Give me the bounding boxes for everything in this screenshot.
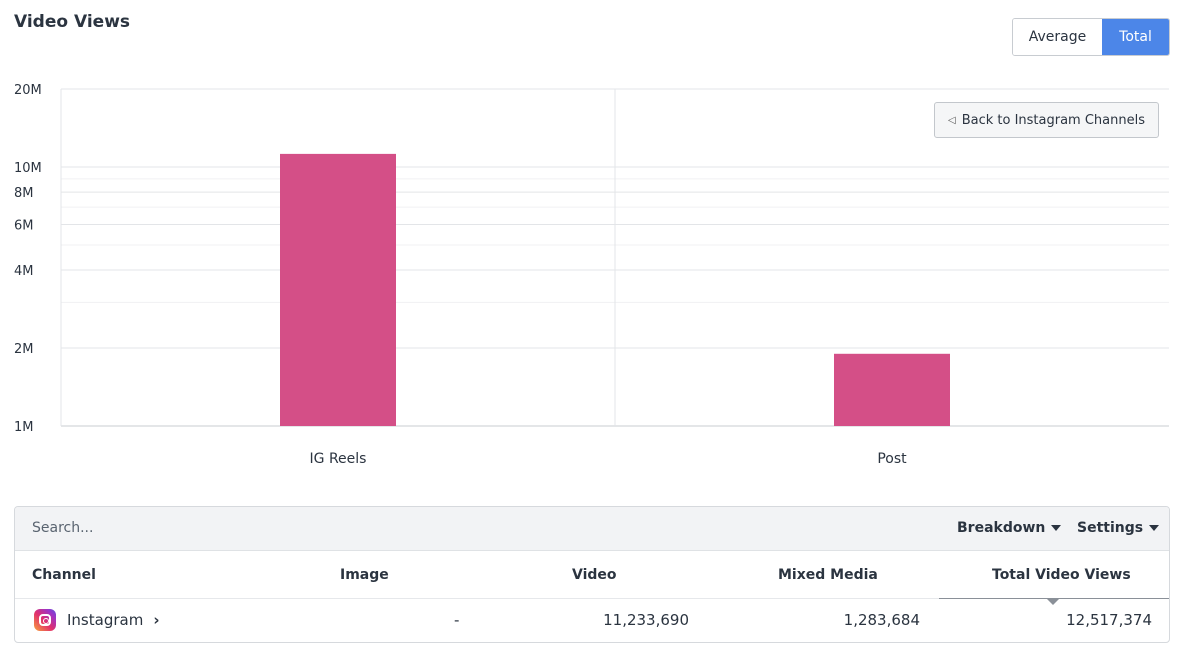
- y-tick-label: 20M: [14, 83, 42, 98]
- column-header-image[interactable]: Image: [340, 567, 389, 583]
- y-tick-label: 4M: [14, 264, 34, 279]
- back-button-label: Back to Instagram Channels: [961, 112, 1145, 128]
- table-row[interactable]: Instagram › - 11,233,690 1,283,684 12,517…: [15, 599, 1169, 642]
- chart-title: Video Views: [14, 12, 131, 32]
- channel-cell[interactable]: Instagram ›: [67, 611, 160, 629]
- data-table: Search... Breakdown Settings Channel Ima…: [14, 506, 1170, 643]
- y-tick-label: 10M: [14, 161, 42, 176]
- search-input[interactable]: Search...: [32, 520, 94, 536]
- bar-chart: 1M 2M 4M 6M 8M 10M 20M IG Reels Post: [14, 83, 1169, 467]
- caret-down-icon: [1149, 525, 1160, 531]
- back-to-channels-button[interactable]: ◁ Back to Instagram Channels: [934, 102, 1159, 138]
- y-tick-label: 6M: [14, 218, 34, 233]
- x-tick-label: IG Reels: [310, 451, 367, 467]
- y-tick-label: 1M: [14, 420, 34, 435]
- column-header-channel[interactable]: Channel: [32, 567, 96, 583]
- sorted-column-indicator: [939, 551, 1169, 605]
- table-toolbar: Search... Breakdown Settings: [15, 507, 1169, 551]
- bar: [280, 153, 396, 426]
- x-tick-label: Post: [877, 451, 907, 467]
- breakdown-dropdown[interactable]: Breakdown: [957, 520, 1062, 536]
- image-cell: -: [454, 611, 460, 629]
- mixed-media-cell: 1,283,684: [843, 611, 920, 629]
- back-triangle-icon: ◁: [948, 114, 956, 126]
- column-header-video[interactable]: Video: [572, 567, 617, 583]
- caret-down-icon: [1051, 525, 1062, 531]
- total-toggle-button[interactable]: Total: [1102, 19, 1169, 55]
- column-header-total-video-views[interactable]: Total Video Views: [992, 567, 1131, 583]
- channel-name: Instagram: [67, 611, 144, 629]
- y-tick-label: 8M: [14, 186, 34, 201]
- instagram-icon: [34, 609, 56, 631]
- bar: [834, 353, 950, 426]
- video-cell: 11,233,690: [603, 611, 689, 629]
- average-toggle-button[interactable]: Average: [1013, 19, 1102, 55]
- table-header: Channel Image Video Mixed Media Total Vi…: [15, 551, 1169, 605]
- total-video-views-cell: 12,517,374: [1066, 611, 1152, 629]
- chevron-right-icon: ›: [153, 611, 160, 629]
- sort-pointer-icon: [1046, 598, 1060, 605]
- settings-dropdown[interactable]: Settings: [1077, 520, 1160, 536]
- y-tick-label: 2M: [14, 342, 34, 357]
- metric-toggle: Average Total: [1012, 18, 1170, 56]
- settings-label: Settings: [1077, 520, 1144, 536]
- breakdown-label: Breakdown: [957, 520, 1046, 536]
- column-header-mixed-media[interactable]: Mixed Media: [778, 567, 878, 583]
